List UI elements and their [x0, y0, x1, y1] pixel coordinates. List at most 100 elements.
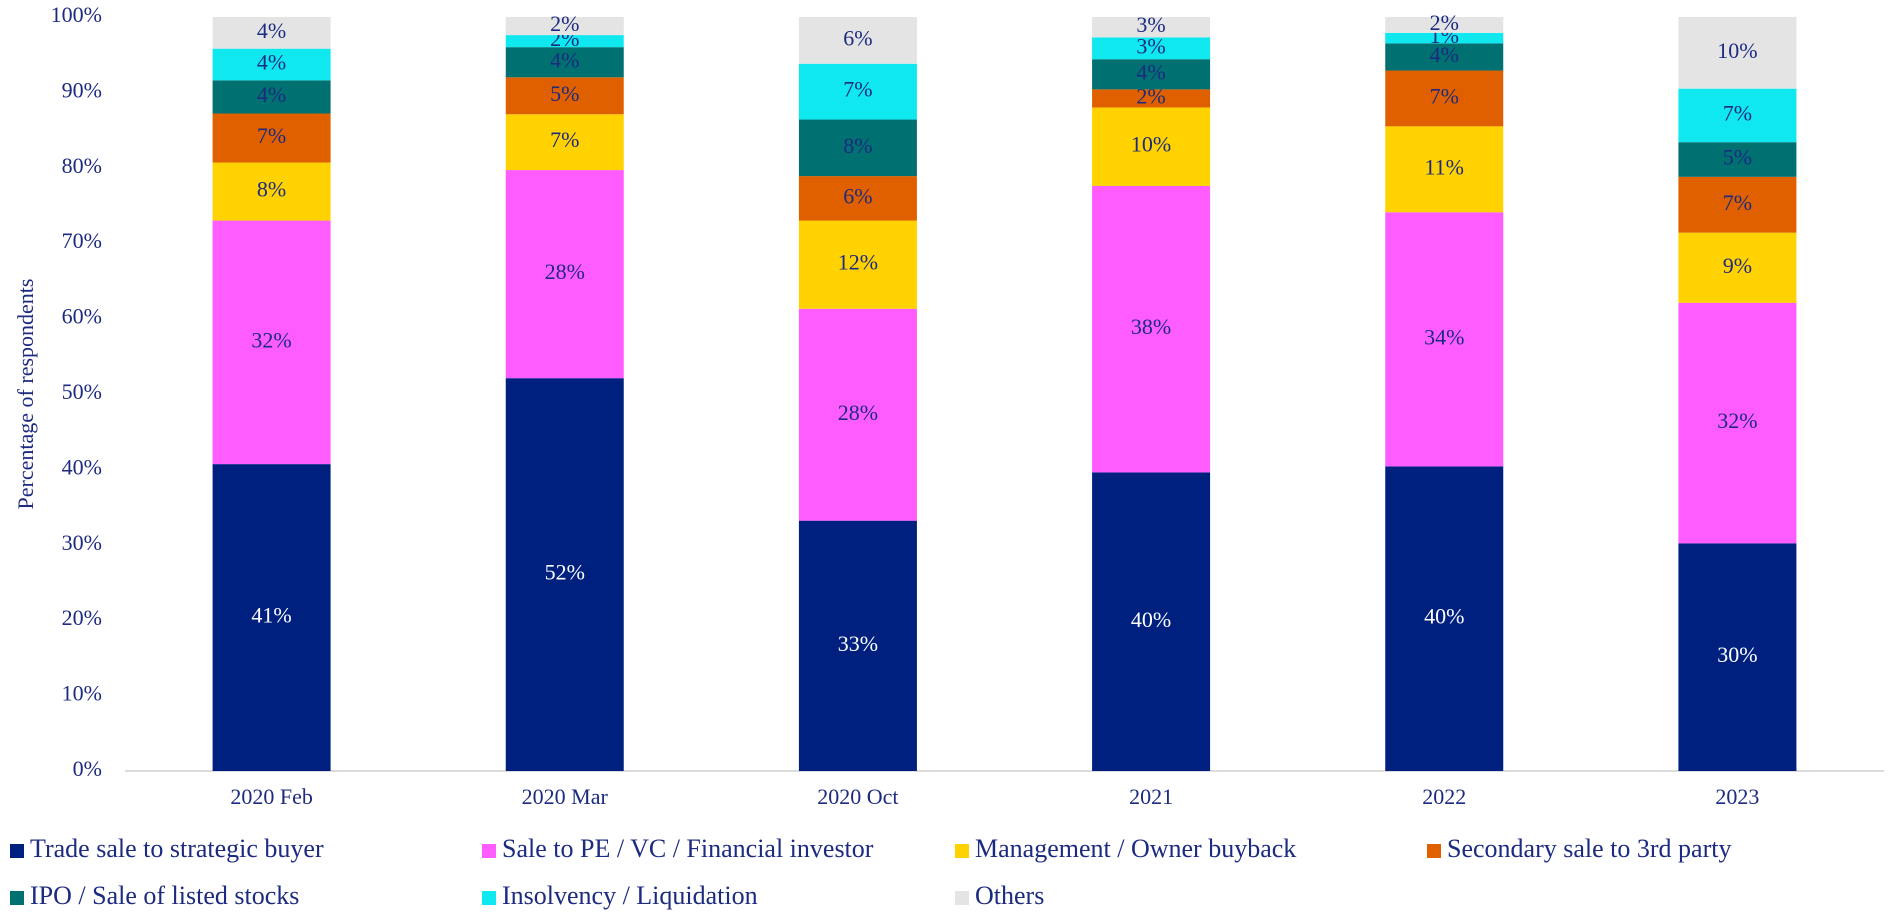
bar-segment: [1092, 185, 1211, 473]
data-label: 7%: [1430, 83, 1459, 108]
bar-segment: [798, 176, 917, 221]
data-label: 33%: [838, 631, 878, 656]
data-label: 6%: [843, 25, 872, 50]
legend-swatch: [482, 891, 496, 905]
bar-segment: [505, 47, 624, 78]
data-label: 52%: [545, 560, 585, 585]
data-label: 28%: [838, 400, 878, 425]
bar-segment: [212, 220, 331, 465]
data-label: 10%: [1131, 132, 1171, 157]
data-label: 7%: [1723, 100, 1752, 125]
bar-segment: [1385, 17, 1504, 33]
bar-segment: [505, 17, 624, 36]
y-axis-title: Percentage of respondents: [13, 279, 38, 510]
bar-segment: [1385, 212, 1504, 467]
y-tick-label: 100%: [51, 2, 102, 27]
bar-segment: [212, 464, 331, 771]
legend-label: IPO / Sale of listed stocks: [30, 881, 299, 910]
data-label: 7%: [1723, 190, 1752, 215]
bar-segment: [1092, 59, 1211, 90]
bar-segment: [1385, 466, 1504, 771]
data-label: 11%: [1424, 154, 1464, 179]
data-label: 7%: [257, 123, 286, 148]
data-label: 6%: [843, 183, 872, 208]
bar-segment: [505, 170, 624, 379]
bar-segment: [505, 35, 624, 48]
legend-label: Secondary sale to 3rd party: [1447, 834, 1731, 863]
y-tick-label: 10%: [62, 681, 102, 706]
bar-segment: [212, 113, 331, 163]
bar-segment: [505, 378, 624, 771]
bar-segment: [798, 220, 917, 309]
y-tick-label: 70%: [62, 228, 102, 253]
x-tick-label: 2022: [1422, 784, 1466, 809]
data-label: 4%: [1430, 42, 1459, 67]
data-label: 8%: [257, 177, 286, 202]
bar-segment: [1678, 232, 1797, 303]
bar-segment: [1678, 176, 1797, 233]
data-label: 8%: [843, 133, 872, 158]
data-label: 10%: [1717, 38, 1757, 63]
x-tick-label: 2020 Mar: [522, 784, 609, 809]
bar-segment: [1678, 17, 1797, 89]
data-label: 4%: [1136, 59, 1165, 84]
y-tick-label: 60%: [62, 304, 102, 329]
y-tick-label: 40%: [62, 454, 102, 479]
bar-segment: [505, 114, 624, 171]
data-label: 2%: [550, 11, 579, 36]
data-label: 5%: [550, 81, 579, 106]
legend-label: Sale to PE / VC / Financial investor: [502, 834, 874, 863]
data-label: 40%: [1131, 607, 1171, 632]
bar-segment: [1092, 107, 1211, 186]
data-label: 38%: [1131, 314, 1171, 339]
legend-swatch: [10, 844, 24, 858]
data-label: 4%: [550, 47, 579, 72]
legend-swatch: [10, 891, 24, 905]
legend-swatch: [482, 844, 496, 858]
data-label: 40%: [1424, 604, 1464, 629]
bar-segment: [1385, 126, 1504, 213]
data-label: 41%: [251, 603, 291, 628]
bar-segment: [798, 119, 917, 177]
data-label: 28%: [545, 259, 585, 284]
data-label: 7%: [843, 77, 872, 102]
data-label: 32%: [251, 327, 291, 352]
y-tick-label: 90%: [62, 77, 102, 102]
bar-segment: [798, 63, 917, 120]
bar-segment: [798, 308, 917, 521]
y-tick-label: 80%: [62, 153, 102, 178]
data-label: 4%: [257, 50, 286, 75]
bar-segment: [1092, 472, 1211, 771]
bar-segment: [1385, 43, 1504, 71]
bar-segment: [1092, 89, 1211, 108]
legend-label: Insolvency / Liquidation: [502, 881, 758, 910]
bar-segment: [1678, 302, 1797, 544]
bar-segment: [1385, 32, 1504, 44]
bar-segment: [212, 48, 331, 81]
bar-segment: [798, 17, 917, 64]
legend-label: Others: [975, 881, 1044, 910]
data-label: 34%: [1424, 324, 1464, 349]
bar-segment: [212, 162, 331, 221]
x-tick-label: 2023: [1715, 784, 1759, 809]
data-label: 32%: [1717, 408, 1757, 433]
bar-segment: [212, 17, 331, 49]
y-tick-label: 20%: [62, 605, 102, 630]
bar-segment: [1385, 70, 1504, 127]
data-label: 2%: [1430, 10, 1459, 35]
bar-segment: [1092, 37, 1211, 60]
data-label: 9%: [1723, 253, 1752, 278]
data-label: 7%: [550, 127, 579, 152]
data-label: 3%: [1136, 12, 1165, 37]
bar-segment: [1678, 142, 1797, 177]
legend-swatch: [1427, 844, 1441, 858]
bar-segment: [1092, 17, 1211, 38]
data-label: 30%: [1717, 642, 1757, 667]
x-tick-label: 2020 Oct: [817, 784, 898, 809]
legend-swatch: [955, 844, 969, 858]
bar-segment: [505, 77, 624, 115]
legend-label: Management / Owner buyback: [975, 834, 1296, 863]
data-label: 4%: [257, 82, 286, 107]
bar-segment: [798, 520, 917, 771]
